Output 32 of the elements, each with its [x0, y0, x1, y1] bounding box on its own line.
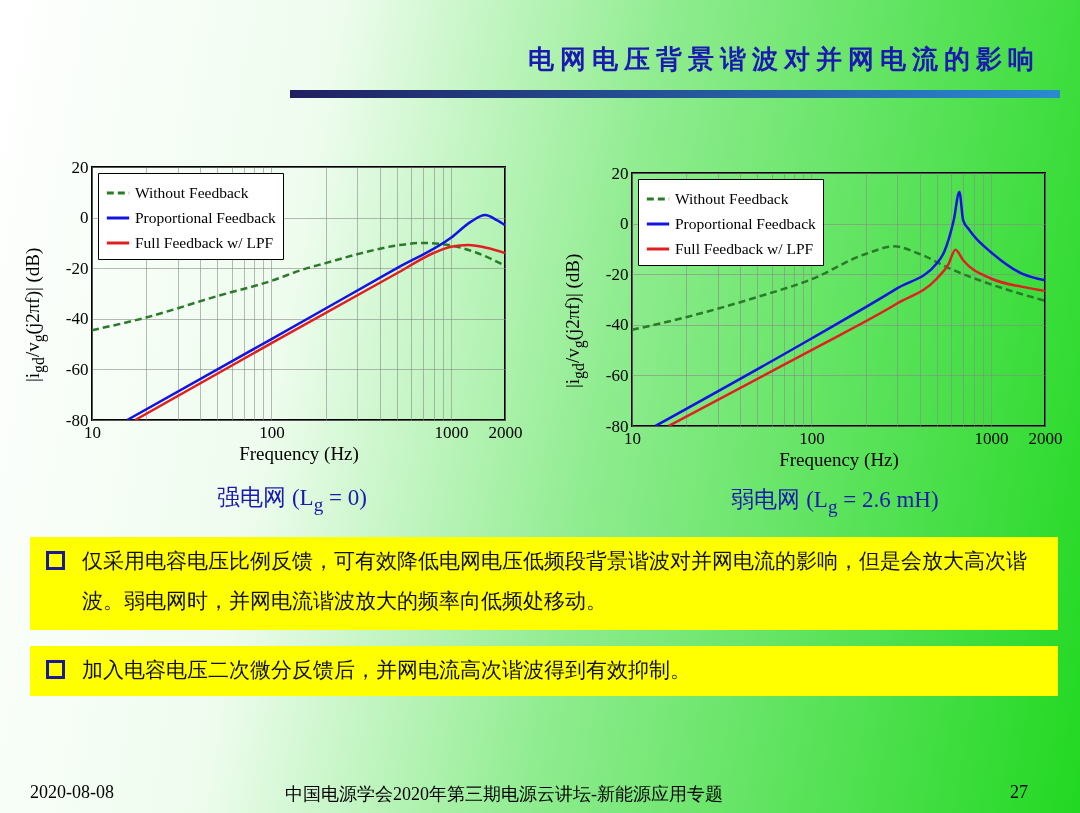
x-tick-label: 100 — [799, 428, 825, 448]
text: 弱电网 (L$_{g}$ = 2.6 mH) — [731, 486, 939, 518]
legend-label: Full Feedback w/ LPF — [675, 240, 814, 257]
y-tick-label: -60 — [65, 359, 89, 379]
x-axis-title: Frequency (Hz) — [239, 442, 359, 465]
x-tick-label: 1000 — [434, 422, 469, 442]
x-tick-label: 2000 — [1028, 428, 1063, 448]
y-tick-label: -40 — [65, 309, 89, 329]
legend-label: Full Feedback w/ LPF — [135, 234, 274, 251]
x-tick-label: 1000 — [974, 428, 1009, 448]
text: 仅采用电容电压比例反馈，可有效降低电网电压低频段背景谐波对并网电流的影响，但是会放大高次谐波。弱电网时，并网电流谐波放大的频率向低频处移动。 — [30, 537, 1058, 630]
y-tick-label: 20 — [71, 157, 89, 177]
legend-label: Proportional Feedback — [675, 215, 817, 232]
y-tick-label: -20 — [65, 258, 89, 278]
legend-label: Without Feedback — [135, 184, 249, 201]
text: 加入电容电压二次微分反馈后，并网电流高次谐波得到有效抑制。 — [30, 646, 1058, 696]
y-tick-label: 20 — [611, 163, 629, 183]
chart-title: 电网电压背景谐波对并网电流的影响 — [528, 43, 1040, 76]
y-tick-label: -60 — [605, 365, 629, 385]
x-tick-label: 100 — [259, 422, 285, 442]
text: 27 — [1010, 782, 1028, 803]
y-tick-label: -40 — [605, 315, 629, 335]
y-tick-label: 0 — [620, 214, 629, 234]
legend-label: Proportional Feedback — [135, 209, 277, 226]
y-tick-label: 0 — [80, 208, 89, 228]
x-tick-label: 2000 — [488, 422, 523, 442]
text: 2020-08-08 — [30, 782, 114, 803]
y-tick-label: -20 — [605, 264, 629, 284]
x-axis-title: Frequency (Hz) — [779, 448, 899, 471]
text: 中国电源学会2020年第三期电源云讲坛-新能源应用专题 — [285, 783, 723, 806]
text: 强电网 (L$_{g}$ = 0) — [217, 484, 367, 516]
legend-label: Without Feedback — [675, 190, 789, 207]
